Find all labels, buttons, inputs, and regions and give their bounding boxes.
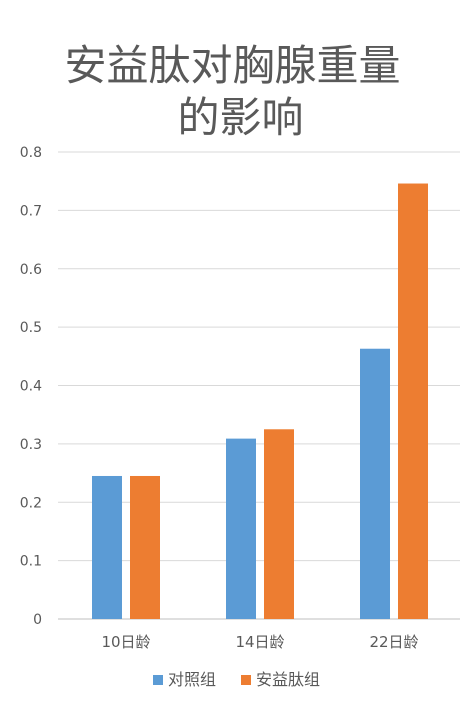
chart-title-line-2: 的影响: [177, 93, 304, 142]
x-tick-label: 22日龄: [369, 633, 418, 651]
bar-peptide: [130, 475, 160, 619]
y-tick-label: 0.5: [20, 320, 42, 336]
legend-label-control: 对照组: [167, 670, 216, 689]
legend-label-peptide: 安益肽组: [256, 670, 321, 689]
bar-control: [360, 348, 390, 619]
legend-item-control: 对照组: [152, 666, 216, 690]
x-tick-label: 14日龄: [235, 633, 284, 651]
y-tick-label: 0.6: [20, 262, 42, 278]
y-tick-label: 0: [33, 612, 42, 628]
legend-swatch-control: [152, 675, 163, 685]
bar-peptide: [398, 183, 428, 619]
chart-title: 安益肽对胸腺重量 的影响: [0, 40, 473, 144]
bar-control: [226, 438, 256, 619]
x-tick-label: 10日龄: [101, 633, 150, 651]
legend: 对照组 安益肽组: [0, 666, 473, 690]
y-tick-label: 0.4: [20, 379, 42, 395]
chart-title-line-1: 安益肽对胸腺重量: [64, 41, 401, 90]
legend-swatch-peptide: [241, 675, 252, 685]
y-tick-label: 0.3: [20, 437, 42, 453]
y-tick-label: 0.2: [20, 495, 42, 511]
legend-item-peptide: 安益肽组: [241, 666, 320, 690]
y-tick-label: 0.8: [20, 145, 42, 161]
bar-peptide: [264, 429, 294, 619]
y-tick-label: 0.7: [20, 203, 42, 219]
bar-control: [92, 475, 122, 619]
y-tick-label: 0.1: [20, 554, 42, 570]
